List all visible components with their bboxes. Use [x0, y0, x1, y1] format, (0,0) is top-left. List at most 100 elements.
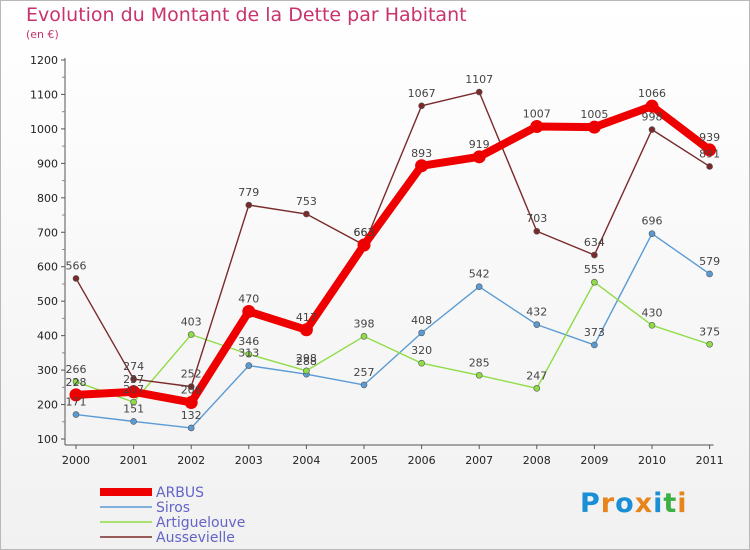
data-point [706, 340, 713, 348]
y-tick-label: 1200 [30, 54, 58, 67]
data-point [591, 341, 598, 349]
y-tick-label: 200 [37, 399, 58, 412]
data-label: 266 [66, 363, 87, 376]
data-point [475, 371, 483, 379]
data-point [299, 323, 313, 337]
data-point [533, 227, 541, 235]
series-line-siros [75, 232, 711, 429]
data-label: 1067 [408, 87, 436, 100]
data-label: 285 [469, 356, 490, 369]
data-label: 346 [238, 335, 259, 348]
logo-letter: i [653, 488, 664, 519]
data-label: 151 [123, 402, 144, 415]
x-tick-label: 2011 [696, 454, 724, 467]
data-label: 417 [296, 311, 317, 324]
chart-title: Evolution du Montant de la Dette par Hab… [26, 4, 467, 26]
y-tick-label: 400 [37, 330, 58, 343]
x-tick-label: 2007 [465, 454, 493, 467]
data-point [130, 418, 137, 425]
data-label: 753 [296, 195, 317, 208]
data-point [245, 201, 253, 209]
data-point [703, 143, 717, 157]
y-tick-label: 1100 [30, 88, 58, 101]
x-tick-label: 2005 [350, 454, 378, 467]
data-label: 579 [699, 255, 720, 268]
data-label: 398 [354, 317, 375, 330]
data-label: 542 [469, 268, 490, 281]
data-point [72, 275, 80, 282]
data-label: 288 [296, 355, 317, 368]
data-point [245, 350, 253, 358]
data-label: 893 [411, 147, 432, 160]
data-label: 891 [699, 147, 720, 160]
y-tick-label: 900 [37, 157, 58, 170]
data-label: 320 [411, 344, 432, 357]
data-label: 566 [66, 259, 87, 272]
y-tick-label: 600 [37, 261, 58, 274]
data-label: 696 [642, 215, 663, 228]
data-label: 252 [181, 368, 202, 381]
logo-letter: r [600, 488, 616, 519]
legend-label: Aussevielle [156, 530, 235, 546]
logo-letter: o [615, 488, 635, 519]
data-point [360, 381, 368, 389]
logo-letter: P [580, 488, 601, 519]
y-tick-label: 100 [37, 433, 58, 446]
data-label: 171 [66, 396, 87, 409]
legend-label: Siros [156, 500, 190, 516]
data-point [706, 163, 713, 170]
data-point [418, 359, 425, 367]
data-point [591, 278, 598, 286]
data-point [591, 251, 598, 259]
data-label: 206 [181, 383, 202, 396]
data-label: 375 [699, 325, 720, 338]
data-point [475, 88, 483, 96]
data-label: 432 [526, 306, 547, 319]
data-point [418, 329, 425, 337]
data-point [187, 331, 195, 338]
y-tick-label: 800 [37, 192, 58, 205]
data-point [533, 385, 541, 392]
legend-label: ARBUS [156, 485, 204, 501]
logo-letter: i [677, 488, 688, 519]
data-label: 663 [354, 226, 375, 239]
chart-subtitle: (en €) [26, 28, 59, 41]
data-label: 298 [296, 352, 317, 365]
data-point [130, 375, 137, 383]
data-point [418, 102, 425, 110]
data-label: 1107 [465, 73, 493, 86]
x-tick-label: 2001 [120, 454, 148, 467]
data-point [645, 99, 659, 113]
data-point [648, 230, 656, 237]
data-point [530, 119, 544, 133]
data-label: 1007 [523, 107, 551, 120]
data-label: 555 [584, 263, 605, 276]
data-point [587, 120, 601, 134]
data-label: 408 [411, 314, 432, 327]
x-tick-label: 2000 [62, 454, 90, 467]
data-label: 430 [642, 306, 663, 319]
series-line-aussevielle [75, 91, 711, 388]
logo-letter: x [634, 488, 654, 519]
data-point [127, 385, 141, 399]
data-label: 274 [123, 360, 144, 373]
data-point [415, 159, 429, 173]
data-label: 373 [584, 326, 605, 339]
data-label: 663 [354, 226, 375, 239]
data-point [706, 270, 713, 278]
data-point [472, 150, 486, 164]
x-tick-label: 2006 [408, 454, 436, 467]
data-point [303, 367, 310, 375]
data-label: 207 [123, 383, 144, 396]
data-label: 403 [181, 316, 202, 329]
data-label: 237 [123, 373, 144, 386]
data-label: 779 [238, 186, 259, 199]
data-label: 313 [238, 347, 259, 360]
x-tick-label: 2010 [638, 454, 666, 467]
data-point [245, 362, 253, 369]
data-point [648, 126, 656, 133]
x-tick-label: 2003 [235, 454, 263, 467]
data-point [72, 378, 80, 386]
series-line-artiguelouve [75, 281, 711, 403]
x-tick-label: 2008 [523, 454, 551, 467]
